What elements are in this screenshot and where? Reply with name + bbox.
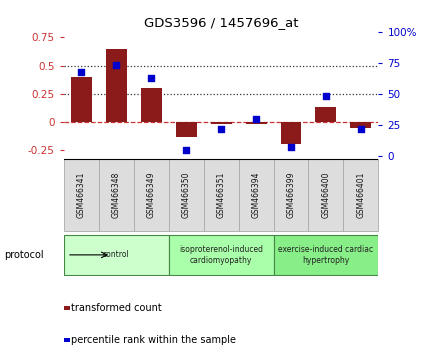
Bar <box>274 159 308 230</box>
Title: GDS3596 / 1457696_at: GDS3596 / 1457696_at <box>144 16 298 29</box>
Bar <box>106 49 127 122</box>
Point <box>218 126 225 131</box>
Point <box>113 62 120 68</box>
Bar <box>71 77 92 122</box>
Text: transformed count: transformed count <box>71 303 161 313</box>
Point <box>78 69 85 74</box>
Bar <box>134 159 169 230</box>
Point <box>287 144 294 150</box>
Text: GSM466401: GSM466401 <box>356 171 366 218</box>
Bar <box>281 122 301 144</box>
Bar <box>141 88 161 122</box>
Point <box>148 75 155 80</box>
Bar <box>169 235 274 275</box>
Bar <box>169 159 204 230</box>
Bar <box>64 235 169 275</box>
Text: GSM466351: GSM466351 <box>216 171 226 218</box>
Point <box>183 147 190 152</box>
Bar <box>274 235 378 275</box>
Text: GSM466348: GSM466348 <box>112 171 121 218</box>
Text: exercise-induced cardiac
hypertrophy: exercise-induced cardiac hypertrophy <box>279 245 374 264</box>
Text: GSM466350: GSM466350 <box>182 171 191 218</box>
Point <box>357 126 364 131</box>
Bar <box>344 159 378 230</box>
Bar <box>64 159 99 230</box>
Bar <box>176 122 197 137</box>
Text: GSM466399: GSM466399 <box>286 171 296 218</box>
Text: GSM466349: GSM466349 <box>147 171 156 218</box>
Bar <box>99 159 134 230</box>
Bar <box>315 107 337 122</box>
Point <box>253 116 260 121</box>
Bar <box>308 159 344 230</box>
Point <box>323 93 330 99</box>
Bar <box>246 122 267 124</box>
Text: GSM466394: GSM466394 <box>252 171 260 218</box>
Bar <box>204 159 238 230</box>
Text: percentile rank within the sample: percentile rank within the sample <box>71 335 236 345</box>
Text: isoproterenol-induced
cardiomyopathy: isoproterenol-induced cardiomyopathy <box>179 245 263 264</box>
Text: control: control <box>103 250 130 259</box>
Text: GSM466400: GSM466400 <box>322 171 330 218</box>
Text: GSM466341: GSM466341 <box>77 171 86 218</box>
Bar <box>238 159 274 230</box>
Bar <box>211 122 231 124</box>
Text: protocol: protocol <box>4 250 44 260</box>
Bar <box>350 122 371 127</box>
